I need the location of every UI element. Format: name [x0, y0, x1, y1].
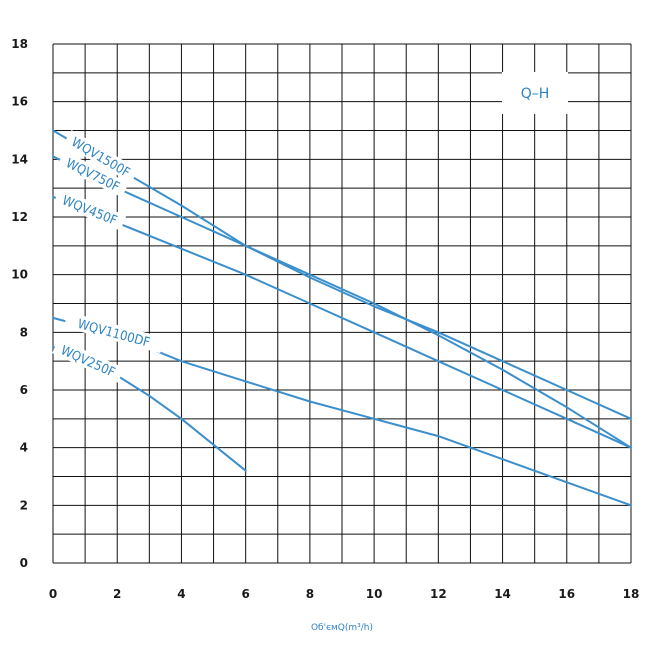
x-tick-label: 8	[306, 587, 314, 601]
x-tick-label: 2	[113, 587, 121, 601]
x-axis-label: Об'ємQ(m³/h)	[311, 623, 373, 633]
x-tick-label: 6	[241, 587, 249, 601]
x-tick-label: 12	[430, 587, 447, 601]
y-tick-label: 0	[20, 556, 28, 570]
series-line-wqv450f	[52, 195, 632, 449]
series-line-wqv750f	[52, 155, 632, 449]
x-tick-label: 0	[49, 587, 57, 601]
series-label-bg	[52, 338, 125, 383]
y-tick-label: 8	[20, 325, 28, 339]
series-label-group: WQV450F	[53, 188, 127, 231]
x-tick-label: 4	[177, 587, 185, 601]
series-label: WQV1100DF	[76, 317, 152, 351]
y-tick-label: 2	[20, 498, 28, 512]
series-label-bg	[63, 311, 165, 354]
series-label: WQV450F	[60, 193, 119, 229]
x-tick-label: 14	[494, 587, 511, 601]
x-tick-label: 16	[558, 587, 575, 601]
series-label-bg	[57, 151, 129, 198]
x-tick-label: 10	[366, 587, 383, 601]
legend-box: Q–H	[502, 72, 568, 114]
grid	[52, 43, 632, 564]
y-tick-label: 14	[11, 152, 28, 166]
y-tick-label: 12	[11, 210, 28, 224]
series-line-wqv1500f	[52, 129, 632, 420]
series-label: WQV250F	[58, 343, 117, 380]
y-tick-label: 6	[20, 383, 28, 397]
y-tick-label: 18	[11, 37, 28, 51]
series-label-bg	[63, 130, 139, 184]
tick-labels: 0 2 4 6 8 10 12 14 16 18 0 2 4 6 8 10 12 14 16 18	[11, 37, 639, 601]
series-label-bg	[53, 188, 127, 231]
x-tick-label: 18	[623, 587, 640, 601]
y-tick-label: 10	[11, 268, 28, 282]
y-tick-label: 4	[20, 441, 28, 455]
y-tick-label: 16	[11, 95, 28, 109]
legend-text: Q–H	[521, 86, 550, 102]
